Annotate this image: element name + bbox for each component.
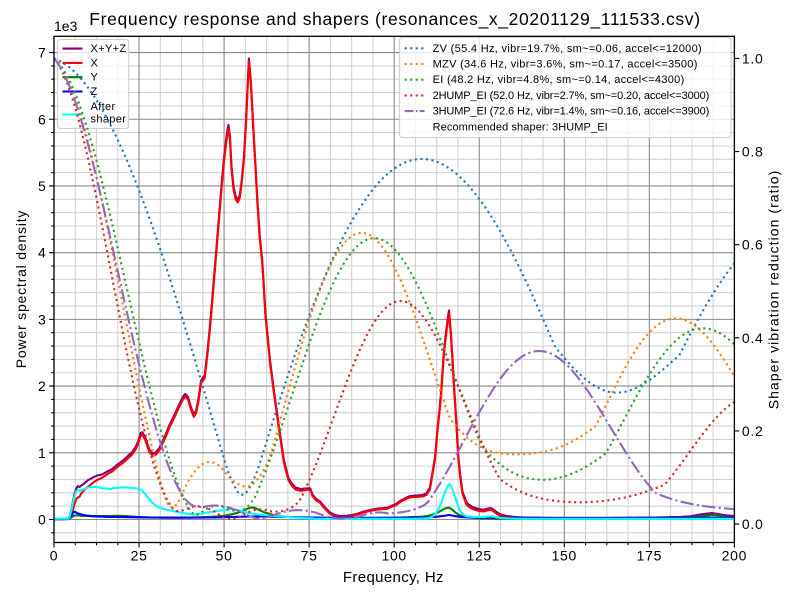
svg-text:Shaper vibration reduction (ra: Shaper vibration reduction (ratio) bbox=[766, 170, 782, 410]
svg-text:0.4: 0.4 bbox=[742, 330, 764, 346]
svg-text:Power spectral density: Power spectral density bbox=[13, 210, 29, 368]
svg-text:0.0: 0.0 bbox=[742, 516, 764, 532]
svg-text:0.2: 0.2 bbox=[742, 423, 764, 439]
svg-text:100: 100 bbox=[381, 548, 406, 564]
svg-text:0: 0 bbox=[38, 512, 47, 528]
svg-text:4: 4 bbox=[38, 245, 47, 261]
svg-text:0.8: 0.8 bbox=[742, 144, 764, 160]
svg-text:75: 75 bbox=[301, 548, 318, 564]
svg-text:Y: Y bbox=[91, 72, 99, 84]
svg-text:ZV (55.4 Hz, vibr=19.7%, sm~=0: ZV (55.4 Hz, vibr=19.7%, sm~=0.06, accel… bbox=[433, 43, 702, 55]
svg-text:2HUMP_EI (52.0 Hz, vibr=2.7%,: 2HUMP_EI (52.0 Hz, vibr=2.7%, sm~=0.20, … bbox=[433, 90, 710, 102]
svg-text:1e3: 1e3 bbox=[54, 18, 78, 34]
svg-text:Frequency response and shapers: Frequency response and shapers (resonanc… bbox=[89, 9, 700, 30]
svg-text:50: 50 bbox=[216, 548, 233, 564]
svg-text:1: 1 bbox=[38, 445, 47, 461]
svg-text:2: 2 bbox=[38, 378, 47, 394]
svg-text:X: X bbox=[91, 57, 99, 69]
svg-text:3: 3 bbox=[38, 311, 47, 327]
svg-text:0: 0 bbox=[50, 548, 59, 564]
svg-text:1.0: 1.0 bbox=[742, 50, 764, 66]
svg-text:Frequency, Hz: Frequency, Hz bbox=[343, 569, 444, 586]
svg-text:175: 175 bbox=[637, 548, 662, 564]
svg-text:6: 6 bbox=[38, 111, 47, 127]
svg-text:Z: Z bbox=[91, 86, 98, 98]
svg-text:MZV (34.6 Hz, vibr=3.6%, sm~=0: MZV (34.6 Hz, vibr=3.6%, sm~=0.17, accel… bbox=[433, 59, 698, 71]
svg-text:7: 7 bbox=[38, 45, 47, 61]
svg-text:5: 5 bbox=[38, 178, 47, 194]
svg-text:150: 150 bbox=[552, 548, 577, 564]
svg-text:shaper: shaper bbox=[91, 114, 127, 126]
svg-text:25: 25 bbox=[131, 548, 148, 564]
svg-text:3HUMP_EI (72.6 Hz, vibr=1.4%,: 3HUMP_EI (72.6 Hz, vibr=1.4%, sm~=0.16, … bbox=[433, 106, 710, 118]
svg-text:125: 125 bbox=[466, 548, 491, 564]
svg-text:EI (48.2 Hz, vibr=4.8%, sm~=0.: EI (48.2 Hz, vibr=4.8%, sm~=0.14, accel<… bbox=[433, 74, 685, 86]
svg-text:200: 200 bbox=[722, 548, 747, 564]
svg-text:After: After bbox=[91, 101, 116, 113]
svg-text:Recommended shaper: 3HUMP_EI: Recommended shaper: 3HUMP_EI bbox=[433, 121, 608, 133]
svg-text:0.6: 0.6 bbox=[742, 237, 764, 253]
svg-text:X+Y+Z: X+Y+Z bbox=[91, 43, 127, 55]
